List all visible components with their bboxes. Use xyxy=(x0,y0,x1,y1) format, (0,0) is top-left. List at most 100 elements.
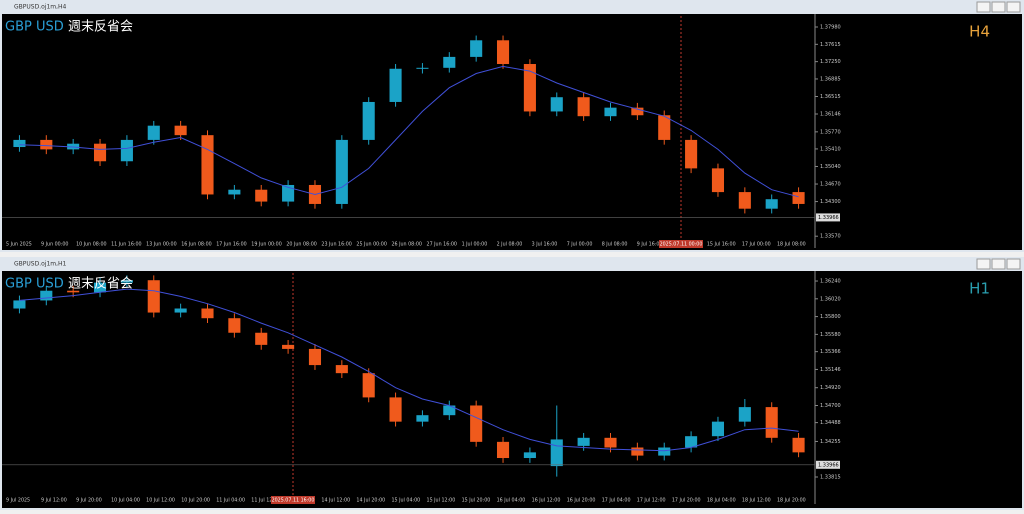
y-tick-label: 1.37615 xyxy=(820,42,841,48)
candle-body xyxy=(93,282,107,293)
x-tick-label: 9 Jul 2025 xyxy=(6,498,30,504)
x-tick-label: 17 Jul 12:00 xyxy=(637,498,666,504)
x-tick-label: 14 Jul 12:00 xyxy=(321,498,350,504)
candle-body xyxy=(40,139,53,150)
candle-body xyxy=(282,184,295,202)
candle-body xyxy=(335,139,348,204)
x-tick-label: 17 Jul 20:00 xyxy=(672,498,701,504)
x-tick-label: 1 Jul 00:00 xyxy=(462,242,488,248)
x-tick-label: 20 Jun 08:00 xyxy=(286,242,316,248)
candle-body xyxy=(255,332,268,345)
note-label: 週末反省会 xyxy=(68,277,133,292)
current-price-box xyxy=(816,213,840,222)
x-tick-label: 2 Jul 08:00 xyxy=(497,242,523,248)
candle-body xyxy=(416,415,429,422)
candle-body xyxy=(631,107,644,116)
candle-body xyxy=(362,101,375,140)
candle-body xyxy=(604,107,617,117)
y-tick-label: 1.34255 xyxy=(820,439,841,445)
x-tick-label: 15 Jul 20:00 xyxy=(462,498,491,504)
x-tick-label: 15 Jul 16:00 xyxy=(707,242,736,248)
minimize-button[interactable] xyxy=(976,1,991,13)
x-tick-label: 8 Jul 08:00 xyxy=(602,242,628,248)
x-tick-label: 27 Jun 16:00 xyxy=(427,242,457,248)
y-tick-label: 1.35040 xyxy=(820,164,841,170)
y-tick-label: 1.34300 xyxy=(820,199,841,205)
candle-body xyxy=(550,97,563,112)
x-tick-label: 11 Jun 16:00 xyxy=(111,242,141,248)
x-tick-label: 18 Jul 04:00 xyxy=(707,498,736,504)
current-price-label: 1.33966 xyxy=(818,215,839,221)
candle-body xyxy=(228,318,241,333)
candle-body xyxy=(792,437,805,453)
restore-button[interactable] xyxy=(991,258,1006,270)
candle-body xyxy=(13,139,26,148)
x-tick-label: 18 Jul 20:00 xyxy=(777,498,806,504)
close-button[interactable] xyxy=(1006,1,1021,13)
timeframe-label: H4 xyxy=(969,23,990,41)
candle-body xyxy=(228,189,241,195)
x-tick-label: 17 Jul 04:00 xyxy=(602,498,631,504)
moving-average xyxy=(19,65,799,198)
candle-body xyxy=(631,447,644,456)
y-tick-label: 1.36515 xyxy=(820,94,841,100)
candle-body xyxy=(13,300,26,309)
time-marker-box xyxy=(659,240,703,248)
candle-body xyxy=(416,67,429,69)
candle-body xyxy=(174,125,187,136)
y-tick-label: 1.37980 xyxy=(820,25,841,31)
x-tick-label: 10 Jun 08:00 xyxy=(76,242,106,248)
y-tick-label: 1.35146 xyxy=(820,367,841,373)
minimize-button[interactable] xyxy=(976,258,991,270)
y-tick-label: 1.36885 xyxy=(820,76,841,82)
candle-body xyxy=(496,441,510,459)
y-tick-label: 1.34670 xyxy=(820,182,841,188)
window-title: GBPUSD.oj1m,H1 xyxy=(14,261,67,268)
candle-body xyxy=(523,64,536,112)
candle-body xyxy=(282,344,295,349)
candle-body xyxy=(443,405,456,416)
x-tick-label: 10 Jul 04:00 xyxy=(111,498,140,504)
restore-button[interactable] xyxy=(991,1,1006,13)
candle-body xyxy=(738,192,751,209)
y-tick-label: 1.34700 xyxy=(820,403,841,409)
candle-body xyxy=(470,405,483,442)
x-tick-label: 9 Jun 00:00 xyxy=(41,242,68,248)
close-button[interactable] xyxy=(1006,258,1021,270)
y-tick-label: 1.35366 xyxy=(820,349,841,355)
candle-body xyxy=(147,125,160,140)
candle-body xyxy=(201,308,214,319)
x-tick-label: 9 Jul 20:00 xyxy=(76,498,102,504)
y-tick-label: 1.36146 xyxy=(820,112,841,118)
symbol-label: GBP USD xyxy=(5,20,64,35)
y-tick-label: 1.36020 xyxy=(820,296,841,302)
candle-body xyxy=(792,192,805,204)
candle-body xyxy=(685,436,698,448)
note-label: 週末反省会 xyxy=(68,20,133,35)
candle-body xyxy=(443,56,456,68)
candle-body xyxy=(389,68,402,102)
y-tick-label: 1.35580 xyxy=(820,332,841,338)
candle-body xyxy=(550,439,563,467)
x-tick-label: 3 Jul 16:00 xyxy=(532,242,558,248)
x-tick-label: 18 Jul 12:00 xyxy=(742,498,771,504)
candle-body xyxy=(604,437,617,448)
candle-body xyxy=(496,40,510,65)
candle-body xyxy=(120,139,133,162)
candle-body xyxy=(577,97,590,117)
current-price-box xyxy=(816,460,840,469)
window-buttons[interactable] xyxy=(976,1,1021,270)
candle-body xyxy=(174,308,187,313)
x-tick-label: 16 Jul 20:00 xyxy=(567,498,596,504)
candle-body xyxy=(67,290,80,293)
x-tick-label: 10 Jul 12:00 xyxy=(146,498,175,504)
time-marker-box xyxy=(271,496,315,504)
x-tick-label: 10 Jul 20:00 xyxy=(181,498,210,504)
x-tick-label: 11 Jul 12:00 xyxy=(251,498,280,504)
x-tick-label: 19 Jun 00:00 xyxy=(251,242,281,248)
x-tick-label: 5 Jun 2025 xyxy=(6,242,32,248)
x-tick-label: 17 Jun 16:00 xyxy=(216,242,246,248)
window-title: GBPUSD.oj1m,H4 xyxy=(14,4,67,11)
chart-area xyxy=(2,271,1022,508)
candle-body xyxy=(685,139,698,169)
